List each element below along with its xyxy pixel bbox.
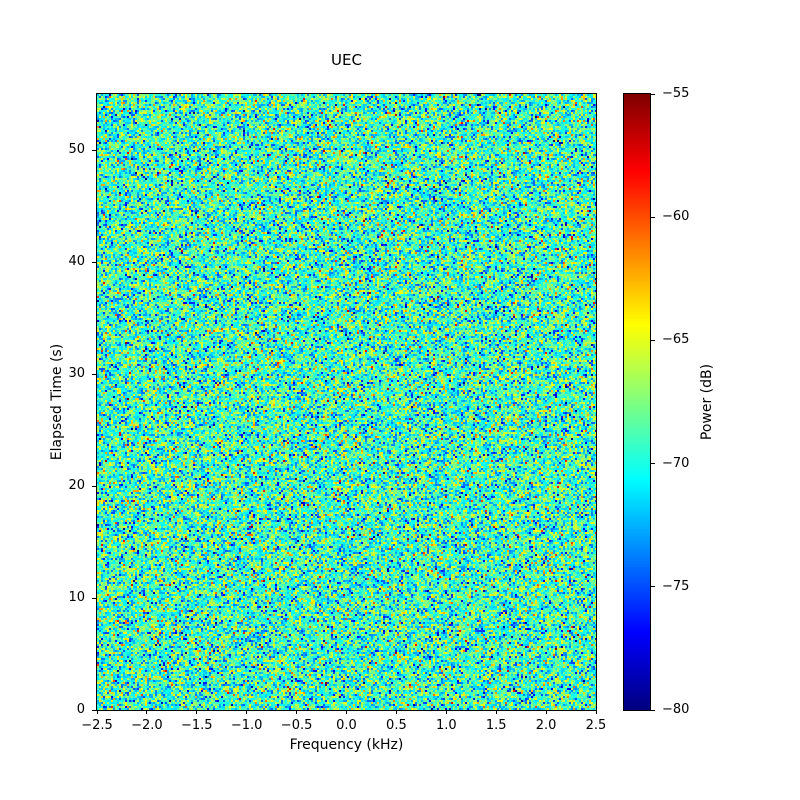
plot-title: UEC [331,51,362,69]
colorbar-label: Power (dB) [699,363,715,441]
y-axis-label: Elapsed Time (s) [49,343,65,461]
x-axis-tick-label: 1.0 [435,718,457,733]
x-axis-tick [296,710,298,714]
x-axis-tick-label: −1.5 [181,718,213,733]
y-axis-tick [92,373,96,375]
colorbar-tick-label: −70 [662,455,690,471]
plot-area-border [96,93,597,711]
colorbar-border [623,93,651,711]
y-axis-tick-label: 50 [68,142,85,157]
x-axis-tick-label: −2.5 [81,718,113,733]
y-axis-tick [92,485,96,487]
colorbar-tick [651,93,655,95]
x-axis-tick [146,710,148,714]
colorbar-tick [651,586,655,588]
x-axis-tick [196,710,198,714]
x-axis-tick [246,710,248,714]
colorbar-tick [651,463,655,465]
spectrogram-heatmap [97,94,596,710]
x-axis-tick-label: −0.5 [280,718,313,733]
x-axis-tick-label: −2.0 [131,718,163,733]
y-axis-tick-label: 10 [68,590,85,605]
y-axis-tick-label: 0 [76,702,85,717]
y-axis-tick-label: 20 [68,478,85,493]
y-axis-tick [92,709,96,711]
colorbar-tick-label: −55 [662,86,690,101]
x-axis-tick [395,710,397,714]
colorbar-tick-label: −80 [662,702,690,717]
colorbar-tick [651,216,655,218]
colorbar-tick-label: −60 [662,209,690,225]
colorbar-tick [651,339,655,341]
colorbar-tick [651,709,655,711]
x-axis-tick-label: 2.0 [535,718,557,733]
y-axis-tick [92,597,96,599]
colorbar-tick-label: −75 [662,578,690,594]
y-axis-tick [92,261,96,263]
x-axis-tick [545,710,547,714]
y-axis-tick [92,149,96,151]
x-axis-label: Frequency (kHz) [289,737,404,753]
x-axis-tick [346,710,347,714]
y-axis-tick-label: 30 [68,366,85,381]
x-axis-tick-label: 0.5 [386,718,407,733]
x-axis-tick [96,710,98,714]
x-axis-tick [595,710,597,714]
x-axis-tick-label: −1.0 [230,718,263,733]
colorbar-gradient [624,94,650,710]
colorbar-tick-label: −65 [662,332,690,348]
y-axis-tick-label: 40 [68,254,85,269]
x-axis-tick [495,710,497,714]
x-axis-tick [445,710,447,714]
x-axis-tick-label: 2.5 [585,718,607,733]
x-axis-tick-label: 0.0 [336,718,357,733]
x-axis-tick-label: 1.5 [485,718,507,733]
